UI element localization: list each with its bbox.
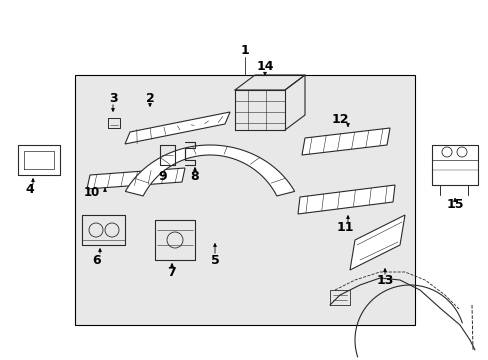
Text: 12: 12 [330,113,348,126]
Polygon shape [87,168,184,189]
Polygon shape [297,185,394,214]
Text: 2: 2 [145,91,154,104]
Polygon shape [125,112,229,144]
Text: 4: 4 [25,184,34,197]
Polygon shape [302,128,389,155]
Text: 10: 10 [84,186,100,199]
Text: 9: 9 [159,171,167,184]
Bar [75,75,414,325]
Text: 6: 6 [93,253,101,266]
Text: 8: 8 [190,171,199,184]
Text: 14: 14 [256,60,273,73]
Text: 11: 11 [336,221,353,234]
Text: 3: 3 [108,91,117,104]
Text: 13: 13 [376,274,393,287]
Text: 15: 15 [446,198,463,211]
Text: 1: 1 [240,44,249,57]
Text: 5: 5 [210,253,219,266]
Text: 7: 7 [167,265,176,279]
Polygon shape [349,215,404,270]
Polygon shape [125,145,294,196]
